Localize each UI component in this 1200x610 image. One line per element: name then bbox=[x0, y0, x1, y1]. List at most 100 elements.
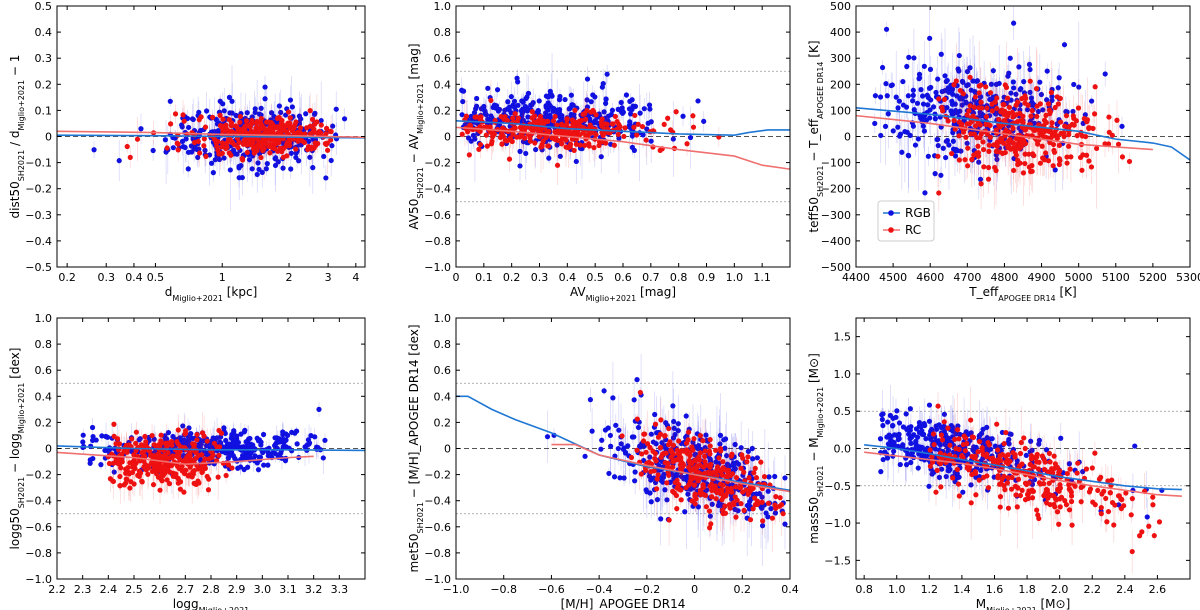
data-point bbox=[1064, 470, 1070, 477]
data-point bbox=[282, 458, 289, 464]
data-point bbox=[674, 485, 680, 491]
data-point bbox=[716, 134, 722, 140]
data-point bbox=[532, 140, 538, 146]
data-point bbox=[622, 125, 628, 131]
data-point bbox=[571, 147, 577, 154]
data-point bbox=[485, 85, 491, 91]
data-point bbox=[1018, 136, 1024, 143]
data-point bbox=[894, 408, 900, 414]
data-point bbox=[1116, 502, 1122, 508]
data-point bbox=[632, 478, 638, 484]
data-point bbox=[1045, 490, 1051, 496]
data-point bbox=[906, 54, 912, 60]
data-point bbox=[223, 472, 229, 479]
data-point bbox=[249, 166, 255, 172]
y-tick-label: −0.2 bbox=[25, 469, 52, 482]
data-point bbox=[629, 97, 635, 103]
data-point bbox=[164, 145, 170, 151]
data-point bbox=[224, 460, 231, 466]
data-point bbox=[1049, 120, 1055, 126]
x-tick-label: −0.6 bbox=[538, 583, 565, 596]
data-point bbox=[164, 477, 170, 483]
trend-line-rc bbox=[456, 126, 790, 170]
data-point bbox=[258, 126, 264, 132]
data-point bbox=[90, 455, 96, 462]
data-point bbox=[205, 487, 212, 493]
data-point bbox=[926, 85, 933, 91]
data-point bbox=[707, 437, 713, 443]
data-point bbox=[1018, 439, 1024, 446]
data-point bbox=[655, 472, 661, 478]
data-point bbox=[311, 126, 317, 132]
data-point bbox=[696, 454, 702, 460]
data-point bbox=[1050, 493, 1057, 499]
data-point bbox=[527, 134, 533, 141]
data-point bbox=[920, 101, 927, 107]
x-tick-label: 4500 bbox=[879, 271, 907, 284]
data-point bbox=[1016, 145, 1023, 152]
data-point bbox=[879, 416, 885, 423]
data-point bbox=[607, 432, 614, 439]
data-point bbox=[1103, 495, 1109, 502]
y-tick-label: 100 bbox=[830, 104, 851, 117]
data-point bbox=[202, 124, 209, 130]
data-point bbox=[610, 395, 616, 401]
data-point bbox=[743, 487, 749, 493]
y-tick-label: −1.0 bbox=[25, 573, 52, 586]
data-point bbox=[750, 456, 756, 462]
data-point bbox=[616, 135, 622, 141]
data-point bbox=[116, 158, 122, 164]
data-point bbox=[737, 485, 743, 491]
data-point bbox=[952, 436, 958, 442]
data-point bbox=[1028, 95, 1035, 101]
x-tick-label: 2.4 bbox=[1116, 583, 1134, 596]
data-point bbox=[969, 156, 975, 163]
data-point bbox=[632, 469, 638, 475]
data-point bbox=[188, 431, 194, 437]
y-tick-label: 0.8 bbox=[434, 26, 452, 39]
data-point bbox=[303, 111, 309, 117]
data-point bbox=[1055, 85, 1061, 91]
x-tick-label: −1.0 bbox=[443, 583, 470, 596]
data-point bbox=[637, 389, 643, 396]
data-point bbox=[932, 446, 938, 452]
data-point bbox=[702, 453, 708, 459]
data-point bbox=[598, 446, 604, 452]
data-point bbox=[888, 433, 894, 440]
data-point bbox=[217, 98, 223, 104]
data-point bbox=[244, 142, 250, 148]
data-point bbox=[1027, 66, 1033, 73]
data-point bbox=[960, 441, 966, 448]
data-point bbox=[938, 51, 944, 57]
data-point bbox=[168, 121, 174, 127]
data-point bbox=[995, 475, 1001, 481]
data-point bbox=[988, 81, 994, 87]
data-point bbox=[938, 432, 945, 438]
data-point bbox=[685, 491, 691, 497]
data-point bbox=[1105, 141, 1112, 147]
x-tick-label: 4 bbox=[352, 271, 359, 284]
data-point bbox=[1040, 107, 1046, 113]
data-point bbox=[604, 71, 610, 77]
data-point bbox=[1075, 105, 1082, 111]
data-point bbox=[1094, 145, 1100, 152]
data-point bbox=[1061, 42, 1068, 48]
data-point bbox=[687, 134, 694, 141]
data-point bbox=[1057, 504, 1063, 510]
data-point bbox=[1010, 449, 1016, 456]
data-point bbox=[987, 134, 994, 140]
data-point bbox=[1029, 447, 1035, 453]
x-tick-label: 0.9 bbox=[698, 271, 716, 284]
data-point bbox=[306, 440, 313, 446]
data-point bbox=[921, 421, 927, 427]
y-tick-label: 0.4 bbox=[35, 390, 53, 403]
data-point bbox=[1019, 487, 1025, 493]
data-point bbox=[258, 154, 264, 161]
data-point bbox=[292, 130, 298, 137]
data-point bbox=[1034, 113, 1040, 120]
data-point bbox=[483, 124, 489, 130]
data-point bbox=[186, 124, 192, 131]
data-point bbox=[772, 473, 778, 480]
data-point bbox=[1044, 68, 1050, 74]
data-point bbox=[557, 93, 563, 100]
